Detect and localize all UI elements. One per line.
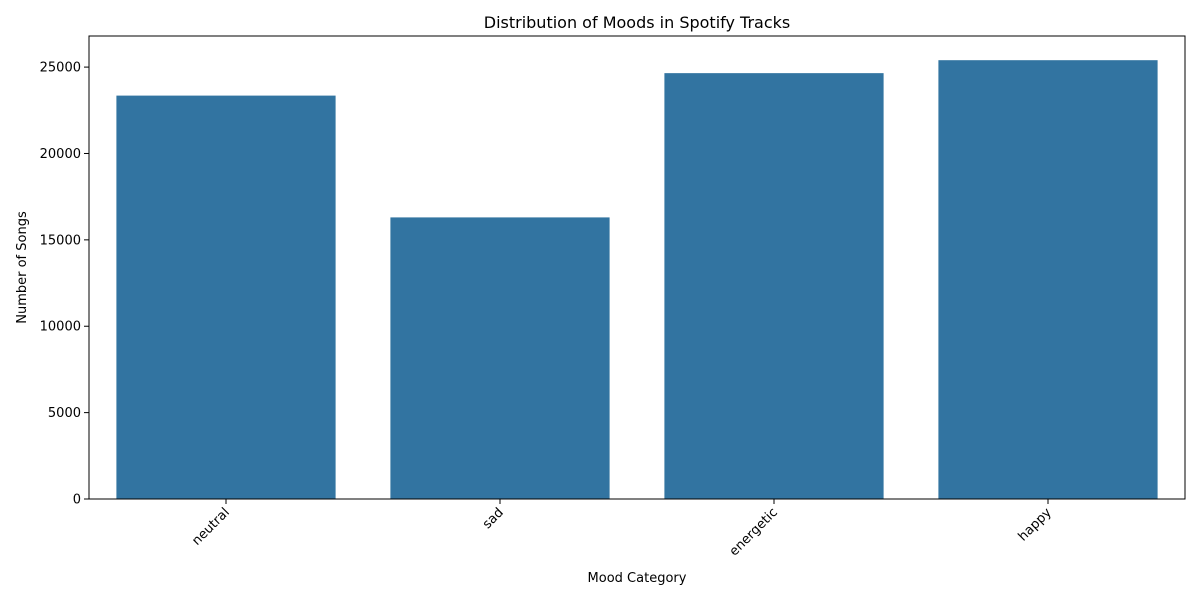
x-axis-ticks: neutral sad energetic happy: [189, 499, 1055, 559]
x-axis-label: Mood Category: [588, 571, 687, 586]
y-tick-label-10000: 10000: [40, 320, 81, 335]
y-tick-label-25000: 25000: [40, 61, 81, 76]
x-tick-label-sad: sad: [480, 505, 507, 532]
bars-group: [116, 60, 1158, 500]
bar-happy: [938, 60, 1158, 500]
x-tick-label-energetic: energetic: [727, 505, 781, 559]
x-tick-label-neutral: neutral: [189, 505, 232, 548]
y-axis-label: Number of Songs: [15, 211, 30, 324]
bar-neutral: [116, 95, 336, 500]
y-tick-label-20000: 20000: [40, 147, 81, 162]
y-tick-label-5000: 5000: [48, 406, 81, 421]
y-tick-label-15000: 15000: [40, 233, 81, 248]
x-tick-label-happy: happy: [1016, 505, 1055, 544]
y-tick-label-0: 0: [73, 493, 81, 508]
plot-frame: [88, 35, 1186, 500]
bar-sad: [390, 217, 610, 500]
bar-energetic: [664, 73, 884, 500]
y-axis-ticks: 0 5000 10000 15000 20000 25000: [40, 61, 89, 508]
chart-title: Distribution of Moods in Spotify Tracks: [484, 13, 791, 32]
